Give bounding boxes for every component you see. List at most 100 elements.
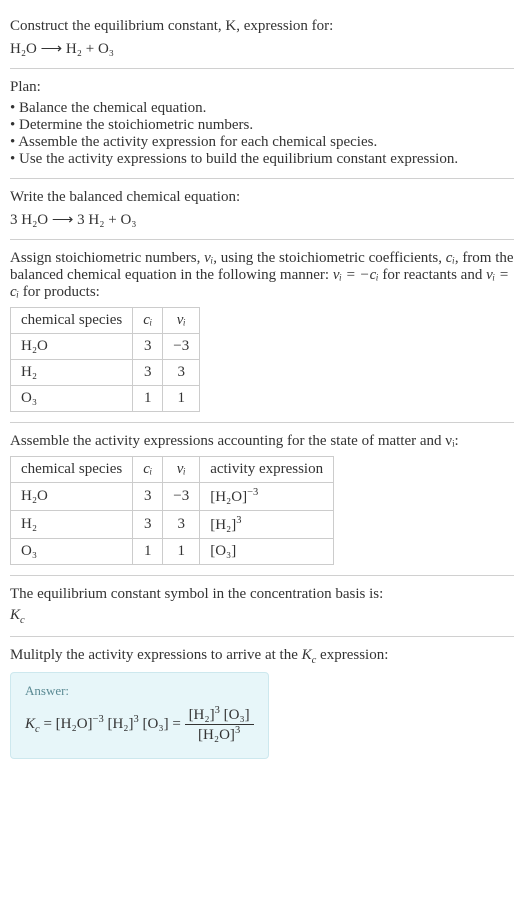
table-header-row: chemical species cᵢ νᵢ bbox=[11, 308, 200, 334]
num-a: [H₂] bbox=[189, 707, 215, 723]
cell-ci: 1 bbox=[133, 386, 163, 412]
cell-species: H₂O bbox=[11, 483, 133, 511]
cell-ci: 3 bbox=[133, 334, 163, 360]
kc-symbol: Kc bbox=[10, 607, 514, 626]
stoich-table: chemical species cᵢ νᵢ H₂O 3 −3 H₂ 3 3 O… bbox=[10, 307, 200, 412]
cell-nu: −3 bbox=[163, 483, 200, 511]
kc-lhs: Kc bbox=[25, 716, 40, 732]
plan-item: Balance the chemical equation. bbox=[10, 100, 514, 117]
activity-table: chemical species cᵢ νᵢ activity expressi… bbox=[10, 456, 334, 565]
cell-activity: [H₂]3 bbox=[200, 511, 334, 539]
table-header-row: chemical species cᵢ νᵢ activity expressi… bbox=[11, 457, 334, 483]
cell-species: O₃ bbox=[11, 386, 133, 412]
plan-item: Determine the stoichiometric numbers. bbox=[10, 117, 514, 134]
section-plan: Plan: Balance the chemical equation. Det… bbox=[10, 69, 514, 179]
eq-lhs: H₂O bbox=[10, 41, 37, 57]
construct-text: Construct the equilibrium constant, K, e… bbox=[10, 18, 333, 34]
term3: [O₃] bbox=[143, 716, 169, 732]
fraction-denominator: [H₂O]3 bbox=[185, 725, 254, 744]
assign-part: for products: bbox=[19, 284, 100, 300]
cell-activity: [O₃] bbox=[200, 539, 334, 565]
den-a-exp: 3 bbox=[235, 725, 240, 736]
t2-base: [H₂] bbox=[107, 716, 133, 732]
term1: [H₂O]−3 bbox=[56, 716, 104, 732]
col-ci: cᵢ bbox=[133, 457, 163, 483]
col-nu: νᵢ bbox=[163, 308, 200, 334]
fraction: [H₂]3 [O₃] [H₂O]3 bbox=[185, 705, 254, 744]
cell-species: H₂O bbox=[11, 334, 133, 360]
bal-lhs: 3 H₂O bbox=[10, 212, 48, 228]
cell-activity: [H₂O]−3 bbox=[200, 483, 334, 511]
table-row: H₂ 3 3 bbox=[11, 360, 200, 386]
nu-symbol: νᵢ bbox=[204, 250, 213, 266]
term2: [H₂]3 bbox=[107, 716, 138, 732]
cell-nu: 3 bbox=[163, 360, 200, 386]
unbalanced-equation: H₂O ⟶ H₂ + O₃ bbox=[10, 39, 514, 58]
equals2: = bbox=[172, 716, 184, 732]
cell-ci: 1 bbox=[133, 539, 163, 565]
fraction-numerator: [H₂]3 [O₃] bbox=[185, 705, 254, 725]
table-row: O₃ 1 1 bbox=[11, 386, 200, 412]
table-row: H₂O 3 −3 bbox=[11, 334, 200, 360]
bal-arrow: ⟶ bbox=[52, 212, 74, 228]
t1-exp: −3 bbox=[93, 714, 104, 725]
section-multiply: Mulitply the activity expressions to arr… bbox=[10, 637, 514, 769]
answer-expression: Kc = [H₂O]−3 [H₂]3 [O₃] = [H₂]3 [O₃] [H₂… bbox=[25, 705, 254, 744]
assign-part: , using the stoichiometric coefficients, bbox=[213, 250, 446, 266]
cell-nu: 1 bbox=[163, 539, 200, 565]
balanced-equation: 3 H₂O ⟶ 3 H₂ + O₃ bbox=[10, 210, 514, 229]
cell-nu: −3 bbox=[163, 334, 200, 360]
symbol-text: The equilibrium constant symbol in the c… bbox=[10, 586, 514, 603]
table-row: H₂ 3 3 [H₂]3 bbox=[11, 511, 334, 539]
section-symbol: The equilibrium constant symbol in the c… bbox=[10, 576, 514, 637]
section-construct: Construct the equilibrium constant, K, e… bbox=[10, 8, 514, 69]
act-base: [H₂O] bbox=[210, 489, 247, 505]
multiply-suffix: expression: bbox=[316, 647, 388, 663]
rel-reactants: νᵢ = −cᵢ bbox=[333, 267, 379, 283]
table-row: H₂O 3 −3 [H₂O]−3 bbox=[11, 483, 334, 511]
cell-species: H₂ bbox=[11, 360, 133, 386]
section-assign: Assign stoichiometric numbers, νᵢ, using… bbox=[10, 240, 514, 423]
eq-rhs: H₂ + O₃ bbox=[66, 41, 114, 57]
plan-item: Use the activity expressions to build th… bbox=[10, 151, 514, 168]
answer-box: Answer: Kc = [H₂O]−3 [H₂]3 [O₃] = [H₂]3 … bbox=[10, 672, 269, 759]
construct-line: Construct the equilibrium constant, K, e… bbox=[10, 18, 514, 35]
col-species: chemical species bbox=[11, 308, 133, 334]
col-nu: νᵢ bbox=[163, 457, 200, 483]
section-activity: Assemble the activity expressions accoun… bbox=[10, 423, 514, 576]
balanced-heading: Write the balanced chemical equation: bbox=[10, 189, 514, 206]
cell-ci: 3 bbox=[133, 511, 163, 539]
col-activity: activity expression bbox=[200, 457, 334, 483]
act-base: [H₂] bbox=[210, 517, 236, 533]
activity-heading: Assemble the activity expressions accoun… bbox=[10, 433, 514, 450]
t2-exp: 3 bbox=[134, 714, 139, 725]
assign-part: Assign stoichiometric numbers, bbox=[10, 250, 204, 266]
cell-species: O₃ bbox=[11, 539, 133, 565]
act-exp: −3 bbox=[247, 487, 258, 498]
cell-ci: 3 bbox=[133, 483, 163, 511]
col-species: chemical species bbox=[11, 457, 133, 483]
assign-part: for reactants and bbox=[379, 267, 486, 283]
t3-base: [O₃] bbox=[143, 716, 169, 732]
num-a-exp: 3 bbox=[215, 705, 220, 716]
assign-text: Assign stoichiometric numbers, νᵢ, using… bbox=[10, 250, 514, 301]
plan-list: Balance the chemical equation. Determine… bbox=[10, 100, 514, 168]
cell-nu: 1 bbox=[163, 386, 200, 412]
act-exp: 3 bbox=[236, 515, 241, 526]
ci-symbol: cᵢ bbox=[446, 250, 455, 266]
equals: = bbox=[43, 716, 55, 732]
plan-heading: Plan: bbox=[10, 79, 514, 96]
multiply-prefix: Mulitply the activity expressions to arr… bbox=[10, 647, 302, 663]
t1-base: [H₂O] bbox=[56, 716, 93, 732]
eq-arrow: ⟶ bbox=[41, 41, 63, 57]
section-balanced: Write the balanced chemical equation: 3 … bbox=[10, 179, 514, 240]
table-row: O₃ 1 1 [O₃] bbox=[11, 539, 334, 565]
kc-inline: Kc bbox=[302, 647, 317, 663]
plan-item: Assemble the activity expression for eac… bbox=[10, 134, 514, 151]
bal-rhs: 3 H₂ + O₃ bbox=[77, 212, 136, 228]
act-base: [O₃] bbox=[210, 543, 236, 559]
multiply-text: Mulitply the activity expressions to arr… bbox=[10, 647, 514, 666]
cell-nu: 3 bbox=[163, 511, 200, 539]
cell-ci: 3 bbox=[133, 360, 163, 386]
den-a: [H₂O] bbox=[198, 727, 235, 743]
